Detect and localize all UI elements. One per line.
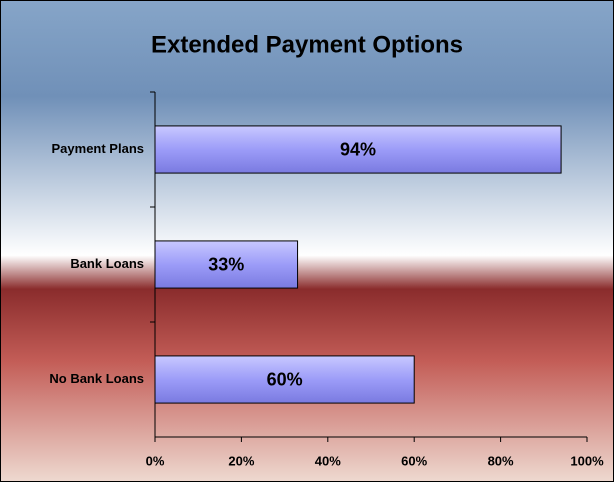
bar [154, 240, 299, 289]
data-label: 94% [340, 139, 376, 159]
x-tick-label: 0% [146, 453, 165, 468]
x-tick-label: 80% [488, 453, 514, 468]
y-tick-label: Payment Plans [52, 141, 145, 156]
x-tick-label: 100% [570, 453, 604, 468]
x-tick-label: 40% [315, 453, 341, 468]
x-tick-label: 20% [228, 453, 254, 468]
bar [154, 125, 562, 174]
data-label: 60% [267, 369, 303, 389]
chart-title: Extended Payment Options [151, 31, 463, 58]
y-tick-label: Bank Loans [70, 256, 144, 271]
x-tick-label: 60% [401, 453, 427, 468]
bar [154, 355, 415, 404]
y-tick-label: No Bank Loans [49, 371, 144, 386]
data-label: 33% [208, 254, 244, 274]
